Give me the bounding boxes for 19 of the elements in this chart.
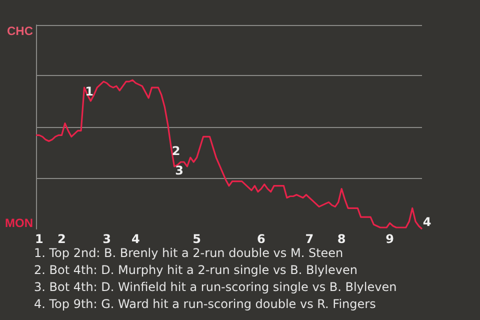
- text: 2. Bot 4th: D. Murphy hit a 2-run single vs B. Blyleven: [34, 262, 358, 279]
- text: MON: [5, 216, 33, 230]
- text: CHC: [7, 24, 34, 38]
- annotation: 4: [422, 215, 432, 229]
- x-tick-label: 6: [256, 232, 266, 246]
- x-tick-label: 3: [102, 232, 111, 246]
- x-tick-label: 7: [305, 232, 314, 246]
- text: 4. Top 9th: G. Ward hit a run-scoring double vs R. Fingers: [34, 296, 377, 313]
- text: 1. Top 2nd: B. Brenly hit a 2-run double vs M. Steen: [34, 245, 344, 262]
- x-tick-label: 5: [192, 232, 202, 246]
- annotation: 3: [175, 163, 184, 178]
- x-tick-label: 4: [132, 232, 140, 246]
- text: 3. Bot 4th: D. Winfield hit a run-scoring single vs B. Blyleven: [34, 279, 397, 296]
- x-tick-label: 1: [35, 232, 44, 246]
- x-tick-label: 9: [386, 232, 394, 246]
- annotation: 2: [172, 144, 180, 158]
- x-tick-label: 8: [337, 232, 346, 246]
- annotation: 1: [85, 84, 94, 99]
- x-tick-label: 2: [58, 232, 66, 246]
